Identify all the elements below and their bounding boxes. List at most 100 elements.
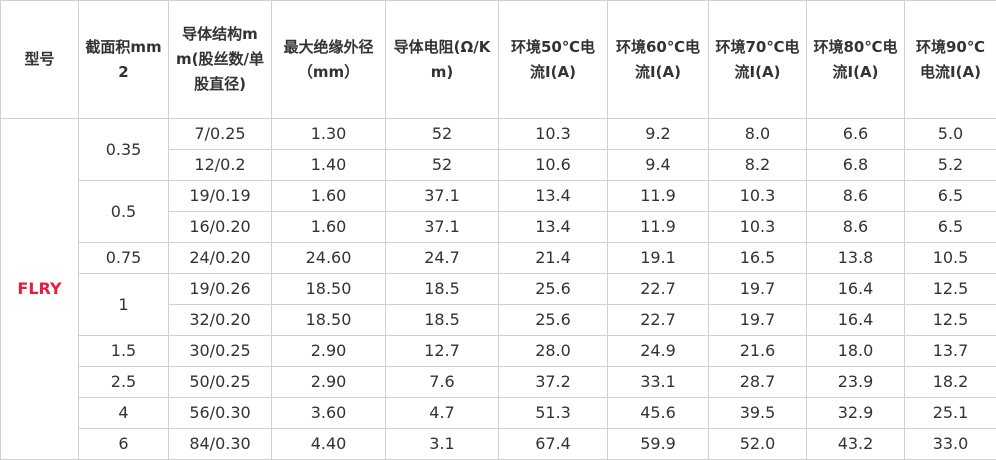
table-row: 4 56/0.30 3.60 4.7 51.3 45.6 39.5 32.9 25.1 xyxy=(1,397,996,429)
data-cell: 1.60 xyxy=(271,211,386,243)
data-cell: 2.90 xyxy=(271,335,386,367)
data-cell: 10.3 xyxy=(708,211,807,243)
data-cell: 32.9 xyxy=(806,397,905,429)
section-cell: 1.5 xyxy=(78,335,169,367)
data-cell: 59.9 xyxy=(607,428,709,460)
data-cell: 18.5 xyxy=(385,273,499,305)
data-cell: 12.7 xyxy=(385,335,499,367)
data-cell: 25.6 xyxy=(498,273,608,305)
table-row: 2.5 50/0.25 2.90 7.6 37.2 33.1 28.7 23.9 18.2 xyxy=(1,366,996,398)
data-cell: 24.9 xyxy=(607,335,709,367)
table-row: 32/0.20 18.50 18.5 25.6 22.7 19.7 16.4 12.5 xyxy=(1,304,996,336)
data-cell: 56/0.30 xyxy=(168,397,272,429)
data-cell: 37.2 xyxy=(498,366,608,398)
data-cell: 10.5 xyxy=(904,242,996,274)
section-cell: 6 xyxy=(78,428,169,460)
data-cell: 84/0.30 xyxy=(168,428,272,460)
section-cell: 4 xyxy=(78,397,169,429)
data-cell: 6.5 xyxy=(904,180,996,212)
data-cell: 1.40 xyxy=(271,149,386,181)
data-cell: 52.0 xyxy=(708,428,807,460)
data-cell: 16.5 xyxy=(708,242,807,274)
data-cell: 19.7 xyxy=(708,273,807,305)
data-cell: 24.7 xyxy=(385,242,499,274)
data-cell: 1.30 xyxy=(271,118,386,150)
data-cell: 37.1 xyxy=(385,180,499,212)
header-cell: 环境80℃电流I(A) xyxy=(806,0,905,119)
data-cell: 7/0.25 xyxy=(168,118,272,150)
data-cell: 6.5 xyxy=(904,211,996,243)
data-cell: 24.60 xyxy=(271,242,386,274)
data-cell: 19.7 xyxy=(708,304,807,336)
data-cell: 21.4 xyxy=(498,242,608,274)
table-row: 6 84/0.30 4.40 3.1 67.4 59.9 52.0 43.2 33.0 xyxy=(1,428,996,460)
data-cell: 8.0 xyxy=(708,118,807,150)
table-row: 12/0.2 1.40 52 10.6 9.4 8.2 6.8 5.2 xyxy=(1,149,996,181)
data-cell: 2.90 xyxy=(271,366,386,398)
data-cell: 13.8 xyxy=(806,242,905,274)
data-cell: 4.7 xyxy=(385,397,499,429)
header-cell: 环境60℃电流I(A) xyxy=(607,0,709,119)
data-cell: 13.7 xyxy=(904,335,996,367)
data-cell: 18.2 xyxy=(904,366,996,398)
data-cell: 19/0.19 xyxy=(168,180,272,212)
data-cell: 11.9 xyxy=(607,211,709,243)
header-cell: 截面积mm2 xyxy=(78,0,169,119)
data-cell: 28.7 xyxy=(708,366,807,398)
data-cell: 9.4 xyxy=(607,149,709,181)
data-cell: 8.6 xyxy=(806,180,905,212)
data-cell: 7.6 xyxy=(385,366,499,398)
data-cell: 8.6 xyxy=(806,211,905,243)
header-cell: 型号 xyxy=(0,0,79,119)
data-cell: 13.4 xyxy=(498,211,608,243)
data-cell: 24/0.20 xyxy=(168,242,272,274)
data-cell: 33.1 xyxy=(607,366,709,398)
data-cell: 10.6 xyxy=(498,149,608,181)
data-cell: 18.0 xyxy=(806,335,905,367)
data-cell: 45.6 xyxy=(607,397,709,429)
data-cell: 52 xyxy=(385,149,499,181)
data-cell: 25.1 xyxy=(904,397,996,429)
table-row: 1.5 30/0.25 2.90 12.7 28.0 24.9 21.6 18.0 13.7 xyxy=(1,335,996,367)
header-cell: 导体结构mm(股丝数/单股直径) xyxy=(168,0,272,119)
data-cell: 11.9 xyxy=(607,180,709,212)
data-cell: 5.0 xyxy=(904,118,996,150)
data-cell: 39.5 xyxy=(708,397,807,429)
data-cell: 3.1 xyxy=(385,428,499,460)
data-cell: 18.50 xyxy=(271,273,386,305)
data-cell: 12.5 xyxy=(904,273,996,305)
data-cell: 4.40 xyxy=(271,428,386,460)
data-cell: 50/0.25 xyxy=(168,366,272,398)
header-cell: 导体电阻(Ω/Km) xyxy=(385,0,499,119)
data-cell: 10.3 xyxy=(498,118,608,150)
data-cell: 1.60 xyxy=(271,180,386,212)
table-row: 1 19/0.26 18.50 18.5 25.6 22.7 19.7 16.4 12.5 xyxy=(1,273,996,336)
section-cell: 0.75 xyxy=(78,242,169,274)
section-cell: 2.5 xyxy=(78,366,169,398)
model-cell: FLRY xyxy=(0,118,79,460)
data-cell: 3.60 xyxy=(271,397,386,429)
data-cell: 16.4 xyxy=(806,304,905,336)
data-cell: 12/0.2 xyxy=(168,149,272,181)
section-cell: 0.35 xyxy=(78,118,169,181)
data-cell: 13.4 xyxy=(498,180,608,212)
header-cell: 环境70℃电流I(A) xyxy=(708,0,807,119)
data-cell: 67.4 xyxy=(498,428,608,460)
header-cell: 环境90℃电流I(A) xyxy=(904,0,996,119)
data-cell: 18.50 xyxy=(271,304,386,336)
data-cell: 8.2 xyxy=(708,149,807,181)
data-cell: 5.2 xyxy=(904,149,996,181)
data-cell: 10.3 xyxy=(708,180,807,212)
data-cell: 19/0.26 xyxy=(168,273,272,305)
data-cell: 23.9 xyxy=(806,366,905,398)
data-cell: 9.2 xyxy=(607,118,709,150)
data-cell: 16.4 xyxy=(806,273,905,305)
data-cell: 51.3 xyxy=(498,397,608,429)
data-cell: 22.7 xyxy=(607,304,709,336)
table-row: 0.75 24/0.20 24.60 24.7 21.4 19.1 16.5 13.8 10.5 xyxy=(1,242,996,274)
table-row: FLRY 0.35 7/0.25 1.30 52 10.3 9.2 8.0 6.6 5.0 xyxy=(0,118,996,460)
data-cell: 52 xyxy=(385,118,499,150)
header-cell: 环境50℃电流I(A) xyxy=(498,0,608,119)
data-cell: 6.8 xyxy=(806,149,905,181)
